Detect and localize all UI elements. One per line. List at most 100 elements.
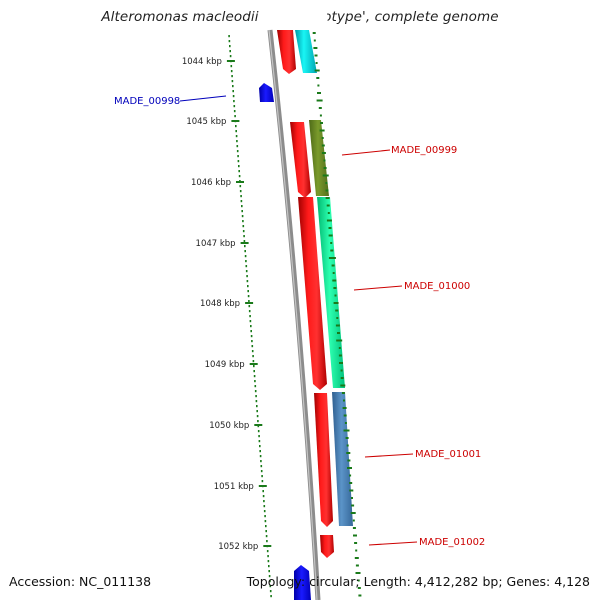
ruler-dot xyxy=(259,455,262,458)
gc-tick xyxy=(357,587,361,589)
gc-tick xyxy=(320,122,323,124)
ruler-dot xyxy=(262,490,264,493)
ruler-tick xyxy=(258,485,267,487)
gc-tick xyxy=(351,504,355,507)
ruler-dot xyxy=(244,250,246,253)
gc-tick xyxy=(335,324,340,327)
gc-tick xyxy=(313,39,316,42)
ruler-dot xyxy=(229,45,231,48)
ruler-dot xyxy=(230,70,233,73)
gc-tick xyxy=(340,384,346,387)
ruler-dot xyxy=(260,470,263,473)
cog-cds-1 xyxy=(309,120,329,196)
gc-tick xyxy=(325,197,330,199)
gc-tick xyxy=(333,302,339,304)
gc-tick xyxy=(314,54,318,57)
ruler-dot xyxy=(246,275,248,278)
ruler-dot xyxy=(251,345,254,348)
ruler-dot xyxy=(236,150,239,153)
ruler-dot xyxy=(266,540,268,543)
ruler-dot xyxy=(248,300,250,303)
ruler-tick xyxy=(231,120,240,122)
ruler-dot xyxy=(238,175,241,178)
gc-tick xyxy=(319,129,325,132)
ruler-dot xyxy=(247,295,250,298)
ruler-dot xyxy=(233,110,236,113)
gc-tick xyxy=(349,489,354,492)
gc-tick xyxy=(336,339,343,342)
gc-content-ticks xyxy=(312,32,362,597)
ruler-dot xyxy=(243,235,245,238)
gc-tick xyxy=(357,579,360,582)
gc-tick xyxy=(319,114,322,117)
gc-tick xyxy=(325,189,329,192)
gc-tick xyxy=(339,362,343,364)
cds-forward-1 xyxy=(290,122,311,198)
ruler-dot xyxy=(235,125,237,128)
cog-cds-0 xyxy=(295,30,317,73)
gc-tick xyxy=(317,92,321,94)
cds-forward-0 xyxy=(277,30,296,74)
ruler-dot xyxy=(244,255,247,258)
gene-label-made-01001[interactable]: MADE_01001 xyxy=(415,449,481,460)
ruler-dot xyxy=(244,245,246,248)
gene-label-made-00999[interactable]: MADE_00999 xyxy=(391,145,457,156)
ruler-dot xyxy=(242,225,245,228)
ruler-tick-label: 1052 kbp xyxy=(218,542,258,552)
ruler-dot xyxy=(269,585,272,588)
ruler-tick xyxy=(240,242,249,244)
ruler-dot xyxy=(260,465,263,468)
ruler-dot xyxy=(262,495,265,498)
gc-tick xyxy=(355,549,358,552)
gc-tick xyxy=(354,557,359,559)
gc-tick xyxy=(323,159,326,162)
ruler-dot xyxy=(230,65,233,68)
ruler-dot xyxy=(265,530,267,533)
gc-tick xyxy=(338,354,342,357)
gene-label-made-01000[interactable]: MADE_01000 xyxy=(404,281,470,292)
ruler-tick xyxy=(254,424,263,426)
gc-tick xyxy=(344,422,347,424)
ruler-tick xyxy=(236,181,244,183)
gc-tick xyxy=(328,227,332,229)
gc-tick xyxy=(333,287,337,289)
ruler-dot xyxy=(249,315,251,318)
ruler-dot xyxy=(258,435,260,438)
ruler-dot xyxy=(241,215,244,218)
gc-tick xyxy=(343,429,350,432)
gc-tick xyxy=(313,47,318,49)
gc-tick xyxy=(321,152,326,154)
gc-tick xyxy=(342,407,347,409)
ruler-dot xyxy=(252,355,254,358)
ruler-dot xyxy=(261,480,264,483)
ruler-tick-label: 1049 kbp xyxy=(205,360,245,370)
cds-forward-4 xyxy=(320,535,334,558)
ruler-dot xyxy=(265,535,268,538)
ruler-dot xyxy=(260,460,262,463)
ruler-dot xyxy=(255,395,257,398)
gc-tick xyxy=(349,474,352,477)
ruler-dot xyxy=(229,50,231,53)
ruler-dot xyxy=(253,375,256,378)
gc-tick xyxy=(354,542,358,544)
gc-tick xyxy=(330,242,333,244)
accession-label: Accession: NC_011138 xyxy=(9,574,152,589)
gene-label-made-00998[interactable]: MADE_00998 xyxy=(114,96,180,107)
gc-tick xyxy=(336,317,339,319)
gc-tick xyxy=(340,369,343,372)
gc-tick xyxy=(321,137,324,139)
gc-tick xyxy=(347,459,351,462)
ruler-dot xyxy=(229,55,232,58)
gene-label-made-01002[interactable]: MADE_01002 xyxy=(419,537,485,548)
ruler-dot xyxy=(257,430,260,433)
ruler-dot xyxy=(247,290,249,293)
ruler-dot xyxy=(263,505,266,508)
ruler-dot xyxy=(263,510,266,513)
ruler-dot xyxy=(237,155,239,158)
gc-tick xyxy=(322,174,329,177)
ruler-dot xyxy=(249,320,252,323)
gc-tick xyxy=(314,69,320,72)
ruler-dot xyxy=(240,195,242,198)
ruler-dot xyxy=(239,190,242,193)
ruler-dot xyxy=(251,340,253,343)
